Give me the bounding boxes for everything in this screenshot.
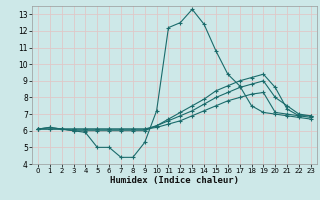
X-axis label: Humidex (Indice chaleur): Humidex (Indice chaleur) [110,176,239,185]
